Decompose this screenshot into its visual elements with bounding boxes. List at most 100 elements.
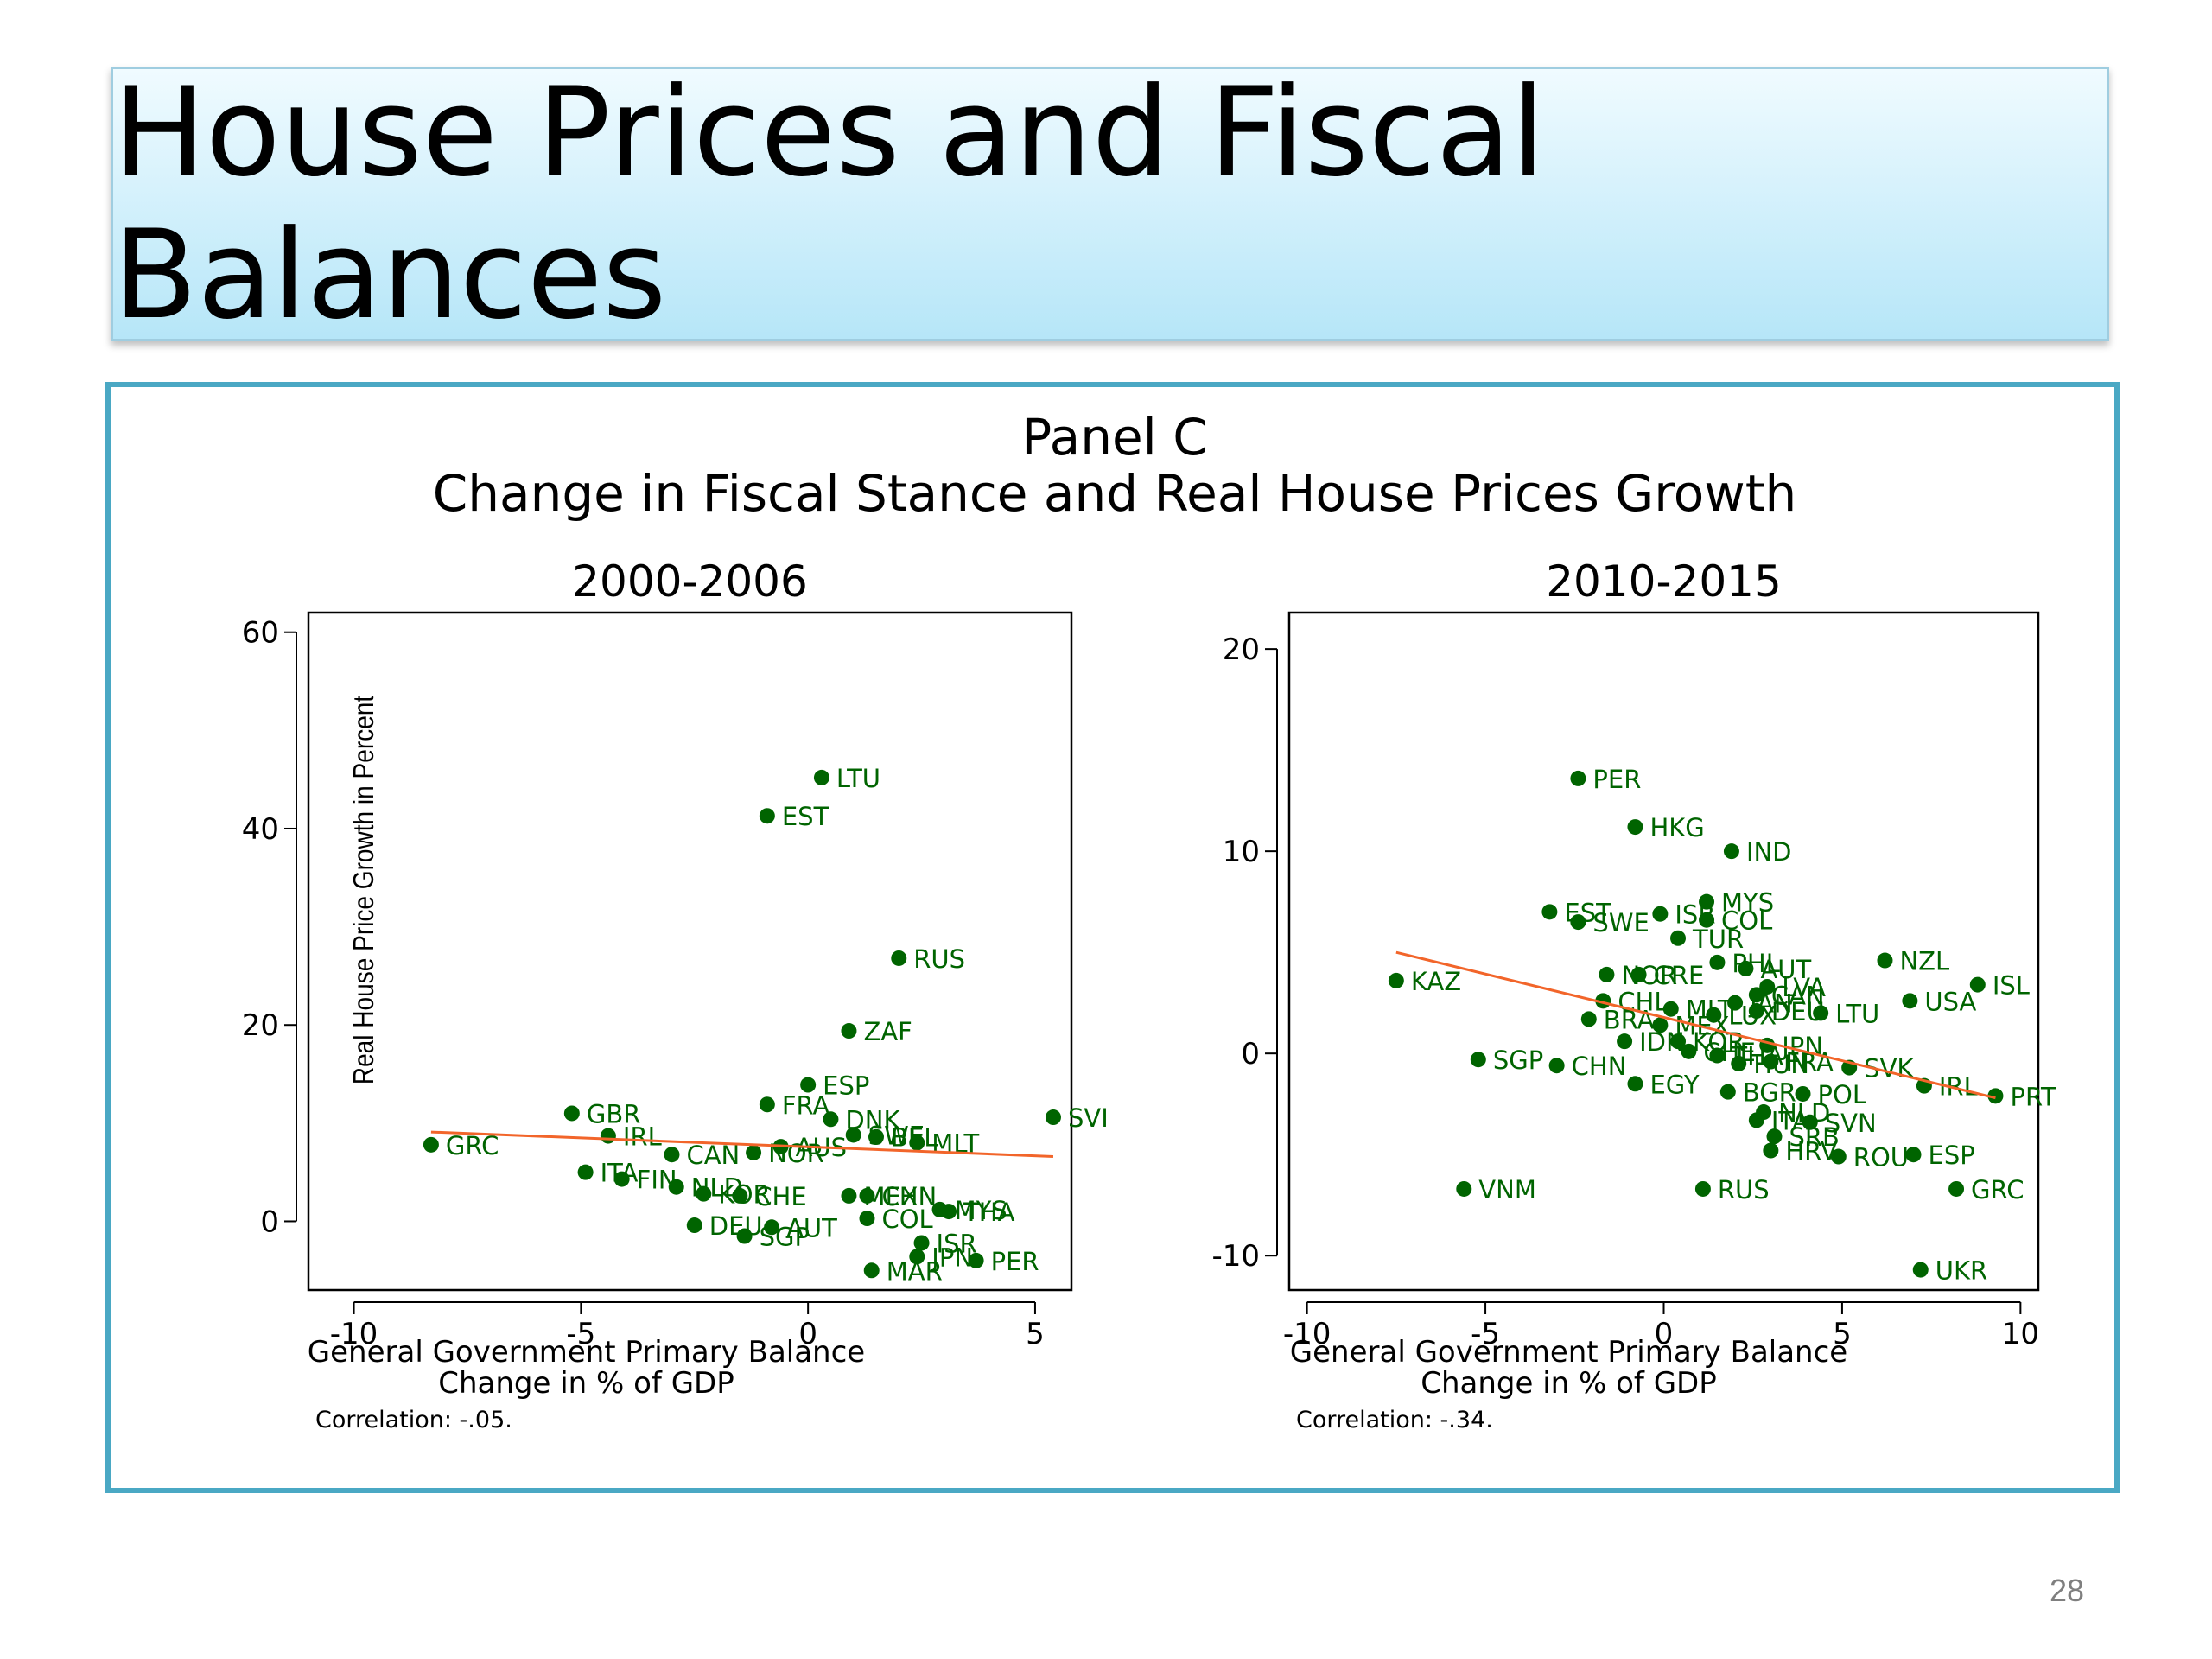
point-label: BGR xyxy=(1743,1078,1796,1108)
data-point xyxy=(1694,1180,1711,1197)
point-label: SVN xyxy=(1825,1109,1877,1138)
data-point xyxy=(1627,819,1643,836)
data-point xyxy=(1719,1084,1736,1100)
correlation-note: Correlation: -.34. xyxy=(1296,1407,1493,1433)
figure-subtitle: Change in Fiscal Stance and Real House P… xyxy=(433,464,1796,523)
data-point xyxy=(1748,1112,1764,1128)
data-point xyxy=(1763,1142,1779,1159)
x-axis-label: General Government Primary Balance xyxy=(308,1335,865,1370)
plot-area xyxy=(307,611,1073,1292)
data-point xyxy=(664,1147,680,1163)
x-tick-label: -5 xyxy=(1471,1317,1500,1351)
slide-title-banner: House Prices and Fiscal Balances xyxy=(111,61,2109,346)
x-axis-label: General Government Primary Balance xyxy=(1290,1335,1847,1370)
data-point xyxy=(841,1023,857,1039)
data-point xyxy=(1902,993,1918,1009)
y-tick-label: 20 xyxy=(1223,632,1260,667)
point-label: GBR xyxy=(587,1099,641,1128)
data-point xyxy=(841,1187,857,1204)
point-label: CHN xyxy=(881,1182,937,1211)
point-label: ESP xyxy=(1929,1141,1975,1170)
data-point xyxy=(736,1228,753,1244)
data-point xyxy=(800,1077,817,1093)
data-point xyxy=(891,950,907,966)
data-point xyxy=(1652,906,1669,922)
data-point xyxy=(1748,1003,1764,1020)
point-label: NOR xyxy=(768,1139,824,1168)
fit-line xyxy=(430,1130,1054,1158)
data-point xyxy=(1759,978,1776,995)
point-label: CAN xyxy=(1771,981,1825,1010)
point-label: PER xyxy=(1592,765,1641,794)
data-point xyxy=(1662,1001,1679,1017)
data-point xyxy=(696,1185,712,1202)
data-point xyxy=(1470,1052,1486,1068)
data-point xyxy=(1570,770,1586,786)
point-label: SVI xyxy=(1068,1103,1109,1133)
data-point xyxy=(859,1187,875,1204)
data-point xyxy=(1548,1058,1565,1074)
data-point xyxy=(1877,952,1893,969)
point-label: COL xyxy=(881,1205,932,1234)
data-point xyxy=(1738,960,1754,976)
data-point xyxy=(1570,914,1586,931)
data-point xyxy=(1727,995,1744,1011)
point-label: CAN xyxy=(686,1141,740,1170)
point-label: HUN xyxy=(1753,1050,1809,1079)
data-point xyxy=(759,808,775,824)
data-point xyxy=(577,1164,594,1180)
point-label: HRV xyxy=(1785,1137,1837,1166)
point-label: COL xyxy=(1721,906,1772,936)
correlation-note: Correlation: -.05. xyxy=(315,1407,512,1433)
y-tick-label: 60 xyxy=(242,616,279,651)
point-label: PER xyxy=(991,1247,1039,1276)
y-tick-label: 0 xyxy=(1241,1037,1260,1071)
data-point xyxy=(909,1249,925,1265)
x-tick-label: 0 xyxy=(798,1317,817,1351)
data-point xyxy=(1813,1005,1829,1021)
data-point xyxy=(1456,1180,1472,1197)
data-point xyxy=(1766,1128,1783,1145)
data-point xyxy=(1948,1180,1965,1197)
data-point xyxy=(1709,954,1726,970)
point-label: CRE xyxy=(1654,961,1705,990)
data-point xyxy=(1795,1085,1811,1102)
point-label: LVA xyxy=(1782,973,1826,1002)
point-label: SGP xyxy=(760,1223,810,1252)
data-point xyxy=(1699,893,1715,910)
data-point xyxy=(732,1187,748,1204)
data-point xyxy=(1987,1088,2004,1104)
data-point xyxy=(913,1235,930,1251)
data-point xyxy=(1802,1114,1818,1130)
page-number: 28 xyxy=(2050,1573,2085,1608)
data-point xyxy=(1706,1007,1722,1023)
y-tick-label: -10 xyxy=(1211,1239,1260,1274)
data-point xyxy=(764,1219,780,1236)
panel-title: 2000-2006 xyxy=(572,556,808,607)
scatter-panel-1: 2000-2006 -10 -5 0 5 0 20 40 60 Real House Price … xyxy=(242,556,1109,1433)
point-label: MYS xyxy=(1721,888,1774,918)
slide-title: House Prices and Fiscal Balances xyxy=(113,61,1546,346)
point-label: EST xyxy=(782,802,830,831)
data-point xyxy=(1969,976,1986,993)
x-tick-label: 5 xyxy=(1833,1317,1852,1351)
data-point xyxy=(909,1135,925,1151)
data-point xyxy=(845,1127,861,1143)
data-point xyxy=(1599,966,1615,982)
data-point xyxy=(1912,1262,1929,1278)
point-label: MAR xyxy=(887,1256,943,1286)
data-point xyxy=(1731,1055,1747,1071)
point-label: THA xyxy=(963,1198,1015,1227)
data-point xyxy=(1670,1033,1687,1050)
scatter-panel-2: 2010-2015 -10 -5 0 5 10 -10 0 10 20 General Govern… xyxy=(1211,556,2056,1433)
point-label: GRC xyxy=(446,1131,499,1160)
data-point xyxy=(1723,843,1739,860)
x-tick-label: -10 xyxy=(1283,1317,1332,1351)
y-tick-label: 20 xyxy=(242,1008,279,1043)
point-label: CHE xyxy=(754,1182,806,1211)
data-point xyxy=(686,1217,702,1234)
data-point xyxy=(613,1171,630,1187)
data-point xyxy=(813,769,830,785)
point-label: POL xyxy=(1818,1080,1866,1109)
point-label: LTU xyxy=(1835,999,1879,1028)
